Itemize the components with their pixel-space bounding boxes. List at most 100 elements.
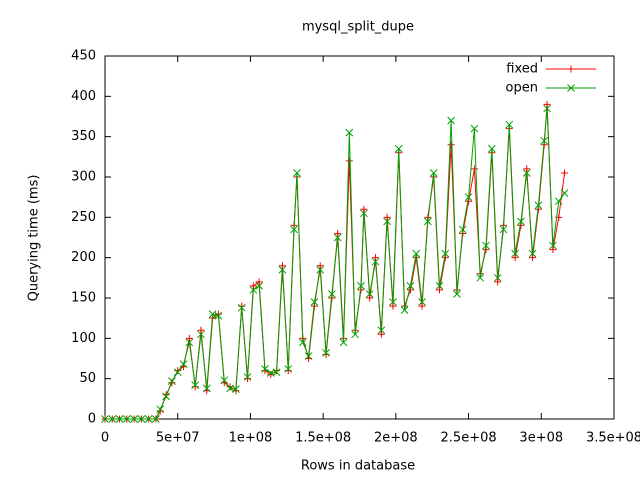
point: [511, 249, 519, 258]
point: [561, 169, 569, 177]
y-tick-label: 100: [71, 331, 96, 346]
x-tick-label: 2.5e+08: [441, 431, 497, 446]
point: [339, 338, 348, 347]
point: [278, 262, 286, 270]
point: [371, 254, 379, 262]
x-tick-label: 1.5e+08: [295, 431, 351, 446]
point: [156, 405, 165, 414]
point: [122, 415, 131, 423]
y-tick-label: 400: [71, 89, 96, 104]
legend-label: fixed: [506, 62, 538, 77]
point: [377, 326, 386, 335]
point: [470, 124, 479, 133]
point: [249, 286, 258, 294]
point: [470, 165, 478, 173]
point: [522, 169, 531, 177]
point: [214, 311, 223, 320]
point: [534, 201, 543, 210]
point: [293, 169, 301, 177]
point: [435, 286, 443, 294]
point: [529, 254, 537, 262]
point: [357, 282, 365, 290]
point: [255, 282, 264, 290]
y-tick-label: 0: [88, 412, 96, 427]
point: [115, 415, 124, 423]
x-tick-label: 1e+08: [229, 431, 273, 446]
point: [554, 197, 563, 206]
point: [322, 348, 330, 357]
point: [255, 278, 263, 286]
x-tick-label: 0: [101, 431, 109, 446]
point: [447, 141, 455, 149]
point: [441, 249, 450, 258]
point: [389, 298, 397, 306]
point: [493, 273, 502, 282]
point: [505, 120, 514, 129]
point: [137, 415, 146, 423]
point: [549, 246, 557, 254]
point: [101, 415, 109, 423]
point: [261, 365, 269, 373]
point: [482, 241, 490, 250]
point: [173, 368, 182, 377]
point: [108, 415, 117, 423]
y-tick-label: 50: [79, 371, 96, 386]
point: [168, 377, 176, 385]
point: [400, 306, 409, 314]
point: [284, 365, 293, 373]
point: [237, 303, 246, 312]
point: [394, 144, 403, 153]
point: [540, 136, 549, 145]
point: [365, 290, 374, 298]
point: [202, 384, 211, 393]
y-tick-label: 150: [71, 291, 96, 306]
point: [333, 233, 342, 242]
point: [304, 352, 313, 360]
point: [423, 217, 432, 226]
y-tick-label: 250: [71, 210, 96, 225]
series-line: [105, 108, 565, 420]
point: [560, 189, 569, 197]
point: [185, 338, 194, 347]
legend-marker: [567, 84, 575, 92]
point: [272, 368, 281, 377]
x-tick-label: 3.5e+08: [586, 431, 640, 446]
point: [418, 302, 426, 310]
point: [351, 330, 359, 339]
point: [543, 100, 551, 108]
point: [360, 209, 368, 218]
x-tick-label: 5e+07: [156, 431, 200, 446]
point: [328, 290, 336, 298]
point: [197, 326, 205, 334]
point: [232, 385, 240, 394]
point: [345, 157, 353, 165]
point: [179, 360, 188, 369]
point: [130, 415, 138, 423]
point: [429, 169, 438, 177]
x-tick-label: 3e+08: [519, 431, 563, 446]
point: [371, 257, 380, 266]
x-axis-label: Rows in database: [301, 459, 415, 474]
point: [499, 225, 508, 234]
point: [208, 310, 217, 318]
point: [366, 294, 374, 302]
point: [517, 217, 525, 226]
point: [418, 298, 426, 306]
chart-title: mysql_split_dupe: [302, 20, 414, 35]
point: [249, 282, 257, 290]
y-tick-label: 300: [71, 170, 96, 185]
point: [360, 205, 368, 213]
point: [511, 254, 519, 262]
point: [389, 302, 397, 310]
point: [549, 241, 557, 250]
point: [377, 330, 385, 338]
point: [316, 265, 325, 274]
point: [345, 128, 354, 137]
point: [435, 282, 444, 290]
point: [464, 193, 473, 202]
point: [543, 104, 551, 113]
point: [487, 144, 496, 153]
point: [220, 376, 229, 385]
point: [310, 298, 319, 306]
